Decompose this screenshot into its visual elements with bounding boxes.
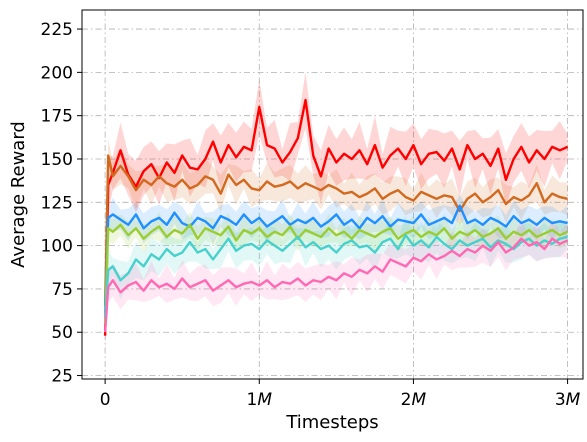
y-tick-label: 100 bbox=[41, 237, 73, 257]
series-line bbox=[103, 154, 568, 307]
x-axis-label: Timesteps bbox=[285, 412, 378, 433]
y-tick-label: 225 bbox=[41, 20, 73, 40]
x-tick-label: 3M bbox=[555, 390, 581, 410]
y-tick-label: 125 bbox=[41, 193, 73, 213]
x-tick-label: 0 bbox=[100, 390, 111, 410]
y-tick-label: 200 bbox=[41, 63, 73, 83]
x-tick-label: 2M bbox=[401, 390, 427, 410]
series-band bbox=[105, 195, 568, 332]
std-bands bbox=[105, 71, 568, 351]
y-tick-label: 150 bbox=[41, 150, 73, 170]
tick-labels: 0 1M 2M 3M 25 50 75 100 125 150 175 200 225 bbox=[41, 20, 581, 410]
plot-frame bbox=[81, 9, 584, 380]
series-line bbox=[103, 237, 569, 333]
y-tick-label: 175 bbox=[41, 107, 73, 127]
series-band bbox=[105, 138, 568, 323]
series-line bbox=[103, 204, 568, 315]
series-band bbox=[105, 71, 568, 349]
series-band bbox=[105, 219, 568, 351]
y-tick-label: 75 bbox=[51, 280, 73, 300]
y-axis-label: Average Reward bbox=[8, 121, 29, 268]
series-line bbox=[103, 98, 569, 336]
series-line bbox=[103, 234, 568, 319]
x-tick-label: 1M bbox=[247, 390, 273, 410]
y-tick-label: 25 bbox=[51, 367, 73, 387]
series-lines bbox=[103, 98, 569, 336]
series-band bbox=[105, 216, 568, 330]
y-tick-label: 50 bbox=[51, 323, 73, 343]
axes bbox=[77, 9, 584, 384]
grid bbox=[82, 10, 583, 379]
series-band bbox=[105, 211, 568, 335]
series-line bbox=[103, 223, 569, 324]
